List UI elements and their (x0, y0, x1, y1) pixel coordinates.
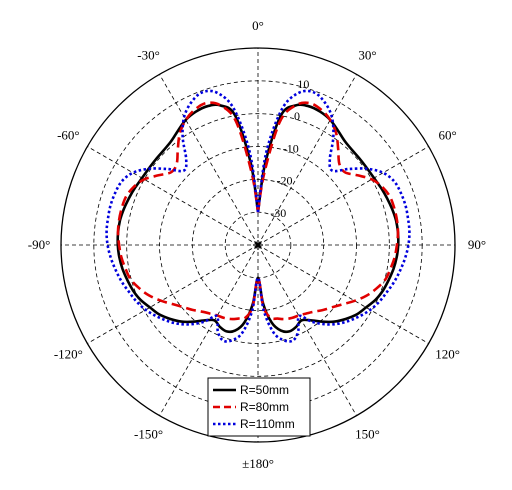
angle-label: 120° (435, 347, 460, 362)
legend-label: R=110mm (240, 417, 295, 431)
radial-tick-label: 10 (297, 77, 309, 91)
grid-ring-1 (126, 113, 390, 377)
angle-label: 0° (252, 18, 264, 33)
angle-label: 90° (468, 237, 486, 252)
angle-label: -150° (134, 427, 163, 442)
spoke-210 (159, 244, 259, 416)
series-line-r-80mm (116, 101, 400, 321)
legend: R=50mm R=80mm R=110mm (207, 377, 311, 437)
spoke-150 (257, 244, 357, 416)
angle-label: 60° (439, 128, 457, 143)
legend-label: R=50mm (240, 383, 289, 397)
grid (60, 47, 456, 443)
angle-label: -90° (28, 237, 51, 252)
axis-labels: 0° 30° 60° 90° 120° 150° ±180° -150° -120° -90° -6… (28, 18, 486, 471)
radial-tick-label: -20 (277, 174, 293, 188)
angle-label: 150° (355, 427, 380, 442)
center-marker-stroke (254, 241, 262, 249)
radial-tick-label: -10 (283, 141, 299, 155)
radial-tick-label: -30 (270, 206, 286, 220)
spoke-30 (257, 74, 357, 246)
angle-label: ±180° (242, 456, 274, 471)
spoke-120 (257, 244, 429, 344)
legend-label: R=80mm (240, 400, 289, 414)
angle-label: 30° (358, 47, 376, 62)
series-line-r-50mm (116, 103, 400, 334)
angle-label: -120° (54, 347, 83, 362)
series-lines (105, 89, 411, 343)
angle-label: -30° (137, 47, 160, 62)
radial-tick-label: 0 (294, 109, 300, 123)
spoke-300 (87, 146, 259, 246)
spoke-60 (257, 146, 429, 246)
spoke-240 (87, 244, 259, 344)
spoke-330 (159, 74, 259, 246)
angle-label: -60° (57, 128, 80, 143)
